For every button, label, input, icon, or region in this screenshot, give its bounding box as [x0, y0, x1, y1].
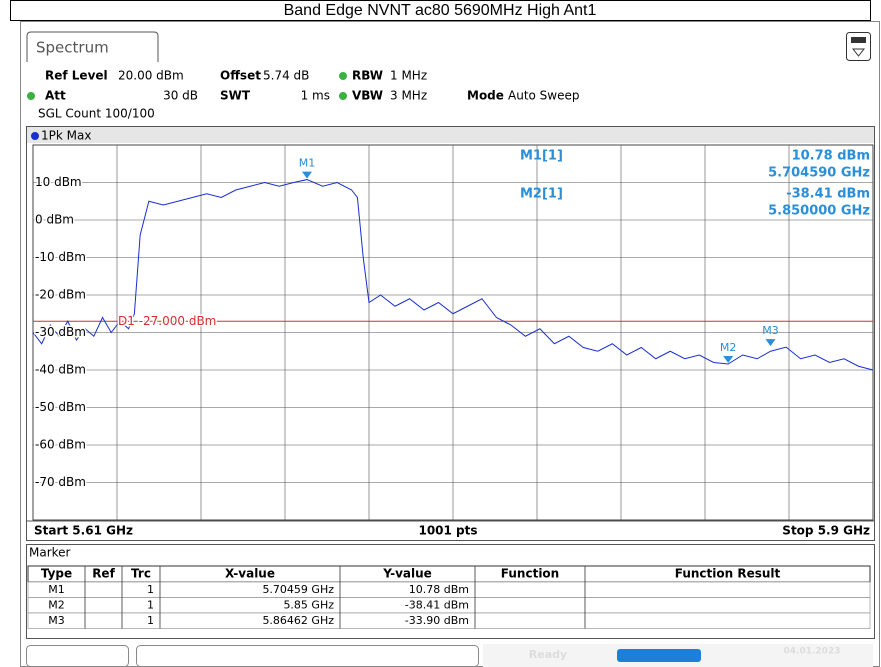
trace-bar — [27, 127, 874, 143]
softkey[interactable] — [26, 645, 129, 667]
setting-label: Att — [45, 89, 66, 103]
table-header: Function Result — [675, 567, 781, 581]
status-dot — [339, 72, 347, 80]
table-header: Type — [41, 567, 72, 581]
setting-label: Mode — [467, 89, 504, 103]
y-tick-label: 10 dBm — [35, 175, 82, 189]
table-cell: -38.41 dBm — [405, 599, 469, 612]
table-header: X-value — [225, 567, 275, 581]
status-date: 04.01.2023 — [784, 647, 841, 657]
marker-panel-title: Marker — [29, 546, 71, 560]
y-tick-label: -40 dBm — [35, 363, 86, 377]
setting-value: 5.74 dB — [263, 69, 309, 83]
tab-label[interactable]: Spectrum — [36, 39, 109, 57]
marker — [723, 356, 734, 364]
table-cell: 1 — [147, 614, 154, 627]
readout-level: -38.41 dBm — [786, 187, 870, 202]
y-tick-label: -10 dBm — [35, 250, 86, 264]
title-bar — [10, 0, 871, 21]
marker-table: Type Ref Trc X-value Y-value Function Function… — [27, 565, 871, 629]
stop-freq: Stop 5.9 GHz — [782, 524, 870, 538]
trace-label: 1Pk Max — [41, 129, 91, 143]
status-state: Ready — [529, 648, 567, 661]
table-cell: 10.78 dBm — [409, 583, 469, 596]
setting-value: Auto Sweep — [508, 89, 580, 103]
table-cell: 1 — [147, 599, 154, 612]
trace — [32, 179, 874, 371]
plot: 10 dBm 0 dBm -10 dBm -20 dBm -30 dBm -40 dBm -… — [32, 144, 874, 521]
table-header: Function — [501, 567, 559, 581]
setting-value: 20.00 dBm — [118, 69, 184, 83]
status-dot — [339, 92, 347, 100]
tab-shape[interactable] — [26, 31, 159, 62]
y-tick-label: -60 dBm — [35, 438, 86, 452]
table-cell: 5.70459 GHz — [262, 583, 334, 596]
y-tick-label: -70 dBm — [35, 475, 86, 489]
softkey[interactable] — [136, 645, 479, 667]
setting-label: SWT — [220, 89, 251, 103]
table-header: Ref — [92, 567, 115, 581]
menu-icon-bar — [851, 37, 866, 43]
marker — [765, 339, 776, 347]
setting-value: 3 MHz — [390, 89, 427, 103]
title: Band Edge NVNT ac80 5690MHz High Ant1 — [284, 2, 597, 19]
sgl-count: SGL Count 100/100 — [38, 107, 155, 121]
marker-label: M2 — [720, 341, 737, 354]
table-header: Y-value — [382, 567, 432, 581]
table-cell: 5.85 GHz — [283, 599, 334, 612]
marker-label: M3 — [762, 324, 779, 337]
sweep-points: 1001 pts — [418, 524, 477, 538]
progress-bar — [617, 649, 701, 662]
readout-name: M2[1] — [520, 187, 563, 202]
setting-label: VBW — [352, 89, 383, 103]
readout-name: M1[1] — [520, 149, 563, 164]
trace-dot — [31, 132, 39, 140]
table-cell: M2 — [48, 599, 65, 612]
display-line-label: D1 -27.000 dBm — [118, 314, 216, 328]
y-tick-label: -20 dBm — [35, 288, 86, 302]
y-tick-label: -30 dBm — [35, 325, 86, 339]
table-header: Trc — [131, 567, 151, 581]
setting-value: 1 ms — [301, 89, 330, 103]
marker — [301, 171, 312, 179]
setting-value: 1 MHz — [390, 69, 427, 83]
table-cell: M3 — [48, 614, 65, 627]
readout-level: 10.78 dBm — [792, 149, 870, 164]
readout-freq: 5.704590 GHz — [768, 166, 870, 181]
table-cell: M1 — [48, 583, 65, 596]
status-dot — [27, 92, 35, 100]
y-tick-label: 0 dBm — [35, 213, 74, 227]
progress — [617, 649, 701, 662]
table-cell: -33.90 dBm — [405, 614, 469, 627]
y-tick-label: -50 dBm — [35, 400, 86, 414]
table-row — [27, 612, 871, 629]
readout-freq: 5.850000 GHz — [768, 204, 870, 219]
setting-label: Offset — [220, 69, 261, 83]
start-freq: Start 5.61 GHz — [34, 524, 133, 538]
table-cell: 5.86462 GHz — [262, 614, 334, 627]
setting-label: Ref Level — [45, 69, 108, 83]
table-cell: 1 — [147, 583, 154, 596]
setting-value: 30 dB — [163, 89, 198, 103]
setting-label: RBW — [352, 69, 383, 83]
marker-label: M1 — [299, 157, 316, 170]
menu-icon-arrow — [851, 48, 866, 57]
